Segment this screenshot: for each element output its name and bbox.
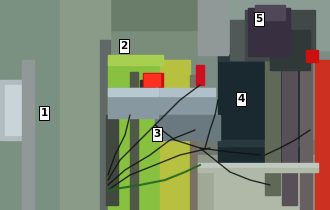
Bar xyxy=(260,10,315,60)
Bar xyxy=(218,55,308,61)
Bar xyxy=(160,60,190,210)
Bar xyxy=(218,140,308,146)
Bar xyxy=(190,75,198,210)
Bar xyxy=(198,140,330,210)
Bar xyxy=(282,50,297,205)
Bar xyxy=(108,60,163,210)
Text: 3: 3 xyxy=(153,129,161,139)
Bar xyxy=(198,163,308,210)
Bar xyxy=(60,0,110,210)
Bar xyxy=(108,88,158,118)
Bar xyxy=(196,65,204,85)
Bar xyxy=(5,85,27,135)
Bar xyxy=(230,20,245,60)
Bar xyxy=(300,40,312,210)
Bar xyxy=(198,0,228,55)
Bar xyxy=(155,90,215,125)
Bar xyxy=(0,80,30,140)
Bar xyxy=(218,55,308,170)
Bar xyxy=(270,30,310,70)
Text: 2: 2 xyxy=(120,41,128,51)
Bar xyxy=(214,172,304,210)
Bar xyxy=(143,73,163,88)
Bar xyxy=(108,55,163,65)
Bar xyxy=(198,168,318,172)
Bar xyxy=(315,60,330,210)
Text: 1: 1 xyxy=(40,108,48,118)
Bar xyxy=(265,25,280,195)
Bar xyxy=(198,0,330,50)
Bar xyxy=(0,0,330,30)
Bar xyxy=(245,10,265,60)
Bar xyxy=(198,0,330,210)
Bar xyxy=(255,5,285,20)
Bar xyxy=(106,115,118,205)
Bar xyxy=(130,72,138,210)
Text: 5: 5 xyxy=(255,14,263,24)
Bar xyxy=(100,40,110,210)
Bar xyxy=(248,8,290,56)
Bar xyxy=(198,163,318,168)
Bar xyxy=(306,50,318,62)
Bar xyxy=(140,80,160,110)
Bar xyxy=(155,88,215,96)
Bar xyxy=(108,88,158,96)
Text: 4: 4 xyxy=(237,94,245,104)
Bar xyxy=(144,74,160,86)
Bar xyxy=(155,115,220,140)
Bar xyxy=(0,0,110,210)
Bar xyxy=(198,155,330,210)
Bar xyxy=(22,60,34,210)
